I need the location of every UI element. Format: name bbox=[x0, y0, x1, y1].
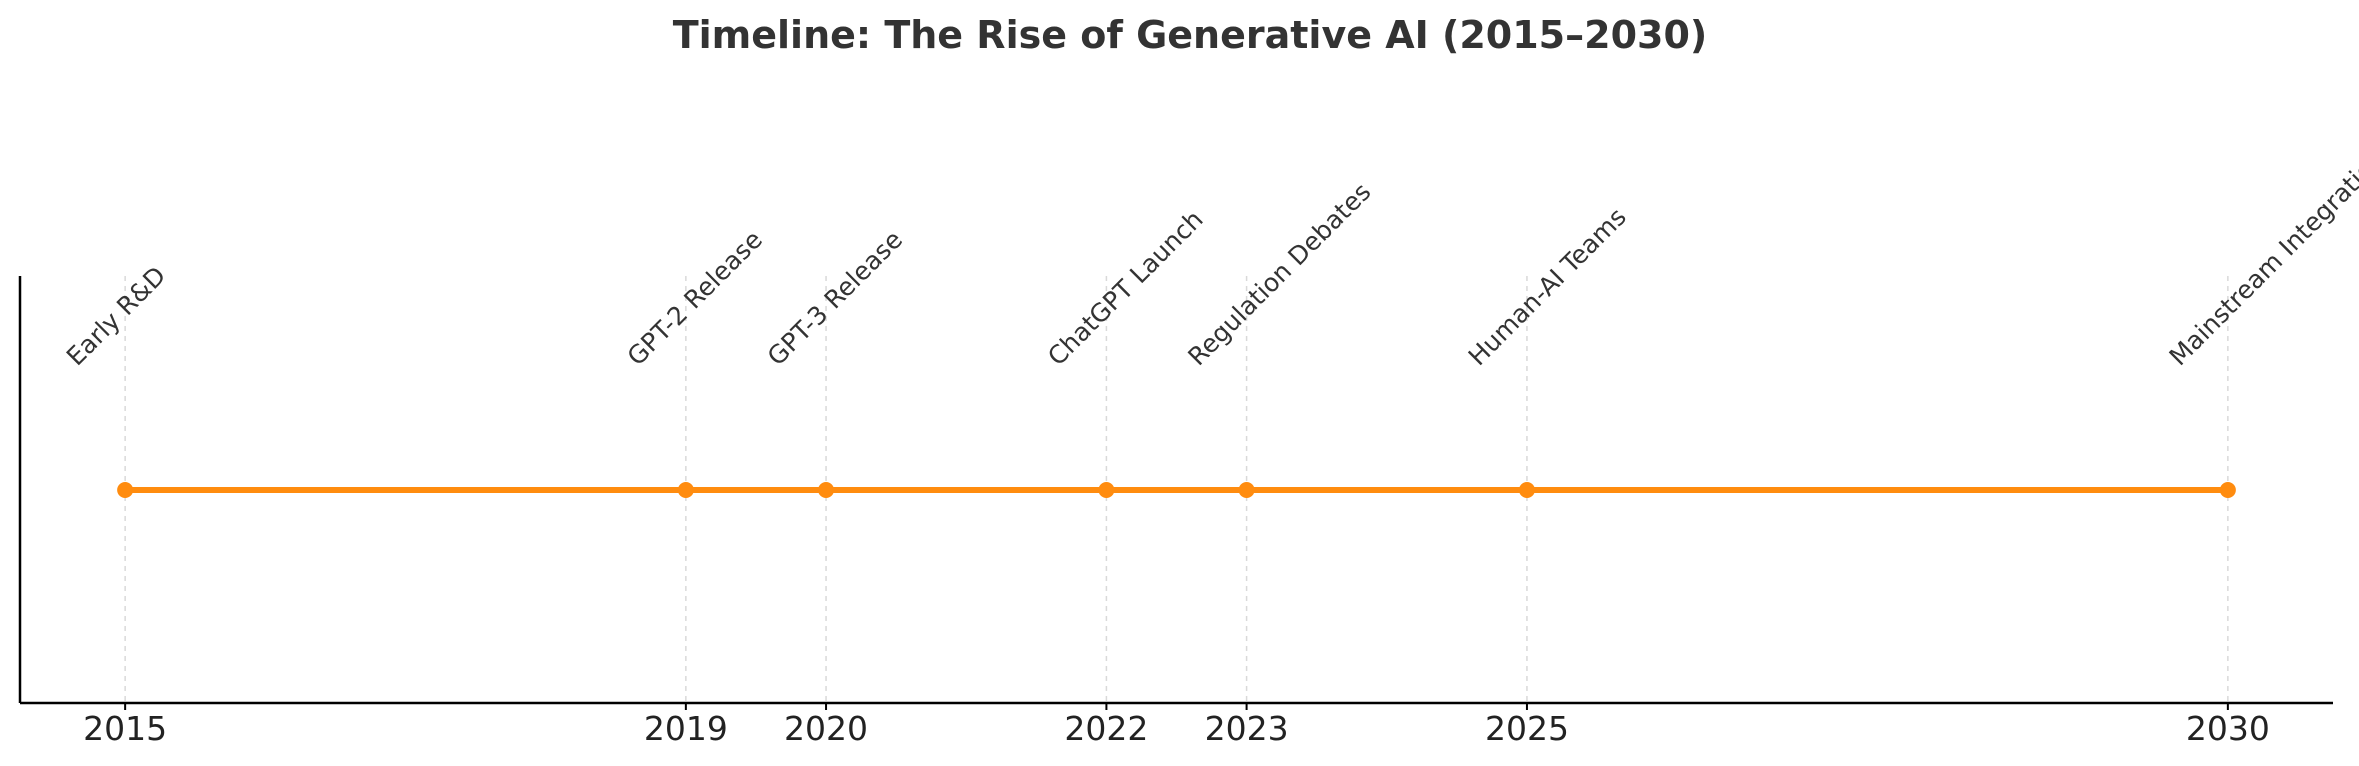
x-tick-label: 2025 bbox=[1485, 709, 1569, 748]
x-tick-label: 2022 bbox=[1064, 709, 1148, 748]
event-marker bbox=[117, 482, 134, 498]
x-tick-label: 2015 bbox=[83, 709, 167, 748]
x-tick-label: 2020 bbox=[784, 709, 868, 748]
event-label: GPT-3 Release bbox=[762, 225, 908, 371]
event-marker bbox=[677, 482, 694, 498]
x-tick-labels: 2015 2019 2020 2022 2023 2025 2030 bbox=[83, 703, 2270, 748]
x-tick-label: 2030 bbox=[2186, 709, 2270, 748]
event-marker bbox=[1098, 482, 1115, 498]
event-marker bbox=[1518, 482, 1535, 498]
x-tick-label: 2019 bbox=[644, 709, 728, 748]
x-tick-label: 2023 bbox=[1205, 709, 1289, 748]
event-label: ChatGPT Launch bbox=[1042, 205, 1209, 372]
event-marker bbox=[818, 482, 835, 498]
event-marker bbox=[2219, 482, 2236, 498]
event-label: Regulation Debates bbox=[1182, 177, 1376, 371]
event-label: Early R&D bbox=[61, 261, 171, 371]
event-marker bbox=[1238, 482, 1255, 498]
event-label: Mainstream Integration bbox=[2164, 144, 2359, 372]
event-label: GPT-2 Release bbox=[622, 225, 768, 371]
chart-title: Timeline: The Rise of Generative AI (201… bbox=[673, 13, 1708, 57]
event-markers bbox=[117, 482, 2236, 498]
event-label: Human-AI Teams bbox=[1463, 202, 1632, 371]
